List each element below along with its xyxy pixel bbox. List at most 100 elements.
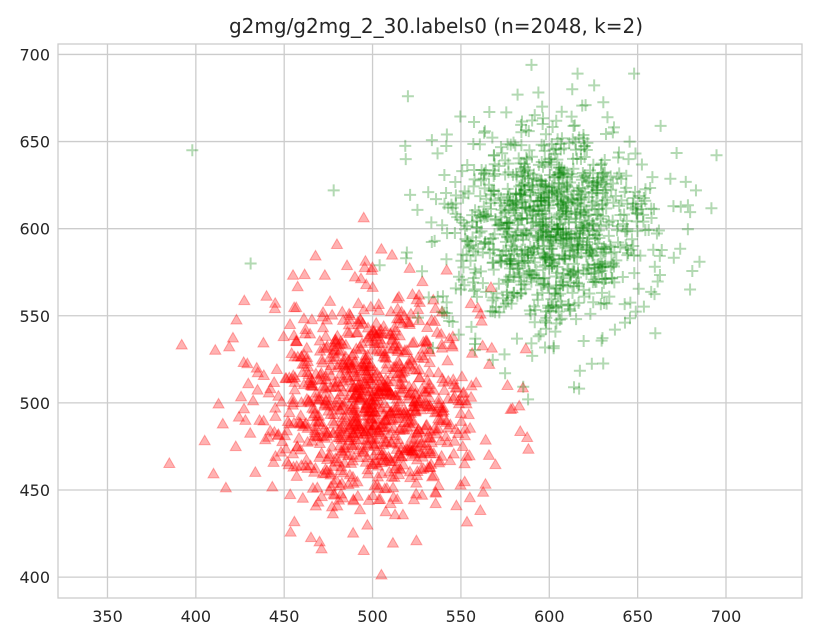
plus-point <box>679 175 692 188</box>
plus-point <box>501 138 514 151</box>
triangle-point <box>299 459 313 471</box>
plus-point <box>556 227 569 240</box>
plus-point <box>551 153 564 166</box>
plus-point <box>515 243 528 256</box>
plus-point <box>587 219 600 232</box>
plus-point <box>568 257 581 270</box>
plus-point <box>508 271 521 284</box>
triangle-point <box>262 386 276 398</box>
plus-point <box>466 209 479 222</box>
triangle-point <box>395 372 409 384</box>
triangle-point <box>429 497 443 509</box>
triangle-point <box>405 431 419 443</box>
plus-point <box>551 260 564 273</box>
triangle-point <box>380 435 394 447</box>
triangle-point <box>407 399 421 411</box>
plus-point <box>621 249 634 262</box>
triangle-point <box>349 411 363 423</box>
plus-point <box>516 194 529 207</box>
plus-point <box>465 320 478 333</box>
plus-point <box>537 217 550 230</box>
plus-point <box>681 199 694 212</box>
plus-point <box>537 260 550 273</box>
triangle-point <box>361 321 375 333</box>
plus-point <box>579 99 592 112</box>
plus-point <box>540 305 553 318</box>
plus-point <box>530 230 543 243</box>
triangle-point <box>377 408 391 420</box>
triangle-point <box>339 441 352 453</box>
plus-point <box>537 240 550 253</box>
plus-point <box>620 181 633 194</box>
triangle-point <box>390 312 404 324</box>
plus-point <box>594 220 607 233</box>
plus-point <box>527 183 540 196</box>
triangle-point <box>356 425 370 437</box>
triangle-point <box>360 409 374 421</box>
triangle-point <box>395 366 409 378</box>
triangle-point <box>303 327 317 339</box>
triangle-point <box>350 433 363 445</box>
triangle-point <box>348 381 361 393</box>
plus-point <box>488 243 501 256</box>
plus-point <box>537 272 550 285</box>
plus-point <box>577 132 590 145</box>
triangle-point <box>372 423 386 435</box>
triangle-point <box>454 406 468 419</box>
triangle-point <box>320 464 334 476</box>
triangle-point <box>396 423 410 435</box>
triangle-point <box>246 394 260 406</box>
triangle-point <box>394 450 408 462</box>
plus-point <box>561 232 574 245</box>
plus-point <box>533 175 546 188</box>
triangle-point <box>385 332 399 344</box>
triangle-point <box>319 462 332 474</box>
triangle-point <box>290 440 304 452</box>
plus-point <box>546 259 559 272</box>
plus-point <box>486 131 499 144</box>
triangle-point <box>347 397 361 410</box>
triangle-point <box>504 402 518 414</box>
triangle-point <box>357 445 370 457</box>
triangle-point <box>395 378 409 390</box>
plus-point <box>589 275 602 288</box>
plus-point <box>526 172 539 185</box>
plus-point <box>495 249 508 262</box>
plus-point <box>544 254 557 267</box>
triangle-point <box>237 355 251 367</box>
plus-point <box>548 170 561 183</box>
plus-point <box>590 242 603 255</box>
triangle-point <box>344 456 358 468</box>
triangle-point <box>397 364 411 376</box>
triangle-point <box>290 335 303 347</box>
plus-point <box>558 252 571 265</box>
plus-point <box>504 257 517 270</box>
triangle-point <box>370 444 384 456</box>
plus-point <box>458 279 471 292</box>
triangle-point <box>432 399 446 411</box>
triangle-point <box>359 367 373 379</box>
plus-point <box>583 287 596 300</box>
triangle-point <box>366 324 380 336</box>
triangle-point <box>327 340 341 352</box>
triangle-point <box>394 367 407 379</box>
triangle-point <box>336 313 350 325</box>
triangle-point <box>391 292 404 304</box>
triangle-point <box>359 358 373 370</box>
plus-point <box>587 167 600 180</box>
triangle-point <box>320 429 334 441</box>
plus-point <box>553 232 566 245</box>
triangle-point <box>352 451 365 463</box>
plus-point <box>632 282 645 295</box>
triangle-point <box>335 420 349 432</box>
plus-point <box>528 200 541 213</box>
triangle-point <box>425 436 439 448</box>
triangle-point <box>307 402 321 414</box>
plus-point <box>501 276 514 289</box>
triangle-point <box>425 402 439 415</box>
triangle-point <box>367 439 381 451</box>
plus-point <box>482 178 495 191</box>
triangle-point <box>346 429 360 441</box>
triangle-point <box>364 423 378 435</box>
triangle-point <box>308 419 322 431</box>
